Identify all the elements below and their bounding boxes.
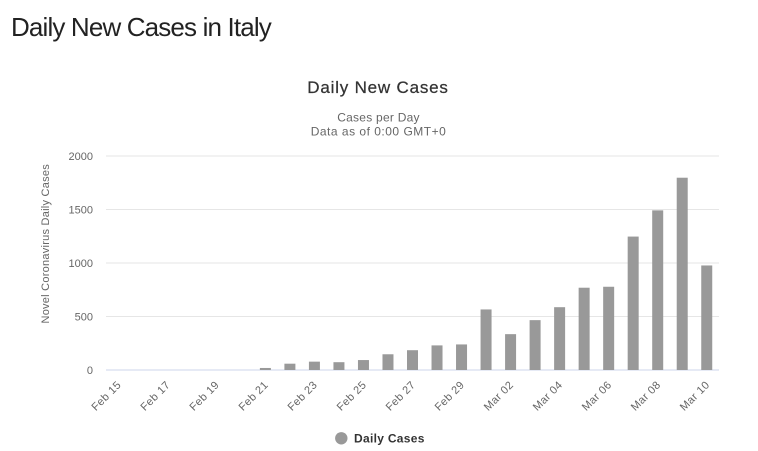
svg-text:Data as of 0:00 GMT+0: Data as of 0:00 GMT+0	[311, 125, 447, 139]
svg-text:Mar 08: Mar 08	[629, 379, 663, 413]
svg-text:Feb 25: Feb 25	[335, 379, 369, 413]
svg-text:1000: 1000	[69, 258, 93, 270]
svg-text:Feb 29: Feb 29	[433, 379, 467, 413]
svg-text:Feb 19: Feb 19	[188, 379, 222, 413]
svg-text:Feb 17: Feb 17	[139, 379, 173, 413]
svg-text:1500: 1500	[69, 205, 93, 217]
svg-text:Mar 10: Mar 10	[678, 379, 712, 413]
svg-text:Mar 04: Mar 04	[531, 379, 565, 413]
svg-text:Feb 27: Feb 27	[384, 379, 418, 413]
svg-text:2000: 2000	[69, 151, 93, 163]
svg-text:Feb 21: Feb 21	[237, 379, 271, 413]
svg-text:Novel Coronavirus Daily Cases: Novel Coronavirus Daily Cases	[40, 164, 52, 324]
svg-text:Daily Cases: Daily Cases	[354, 432, 425, 446]
svg-text:0: 0	[87, 365, 93, 377]
svg-text:500: 500	[75, 312, 93, 324]
svg-text:Mar 06: Mar 06	[580, 379, 614, 413]
svg-text:Daily New Cases: Daily New Cases	[307, 78, 448, 97]
svg-text:Mar 02: Mar 02	[482, 379, 516, 413]
svg-text:Cases per Day: Cases per Day	[337, 111, 420, 125]
svg-text:Feb 15: Feb 15	[90, 379, 124, 413]
svg-text:Daily New Cases in Italy: Daily New Cases in Italy	[11, 12, 272, 42]
svg-text:Feb 23: Feb 23	[286, 379, 320, 413]
